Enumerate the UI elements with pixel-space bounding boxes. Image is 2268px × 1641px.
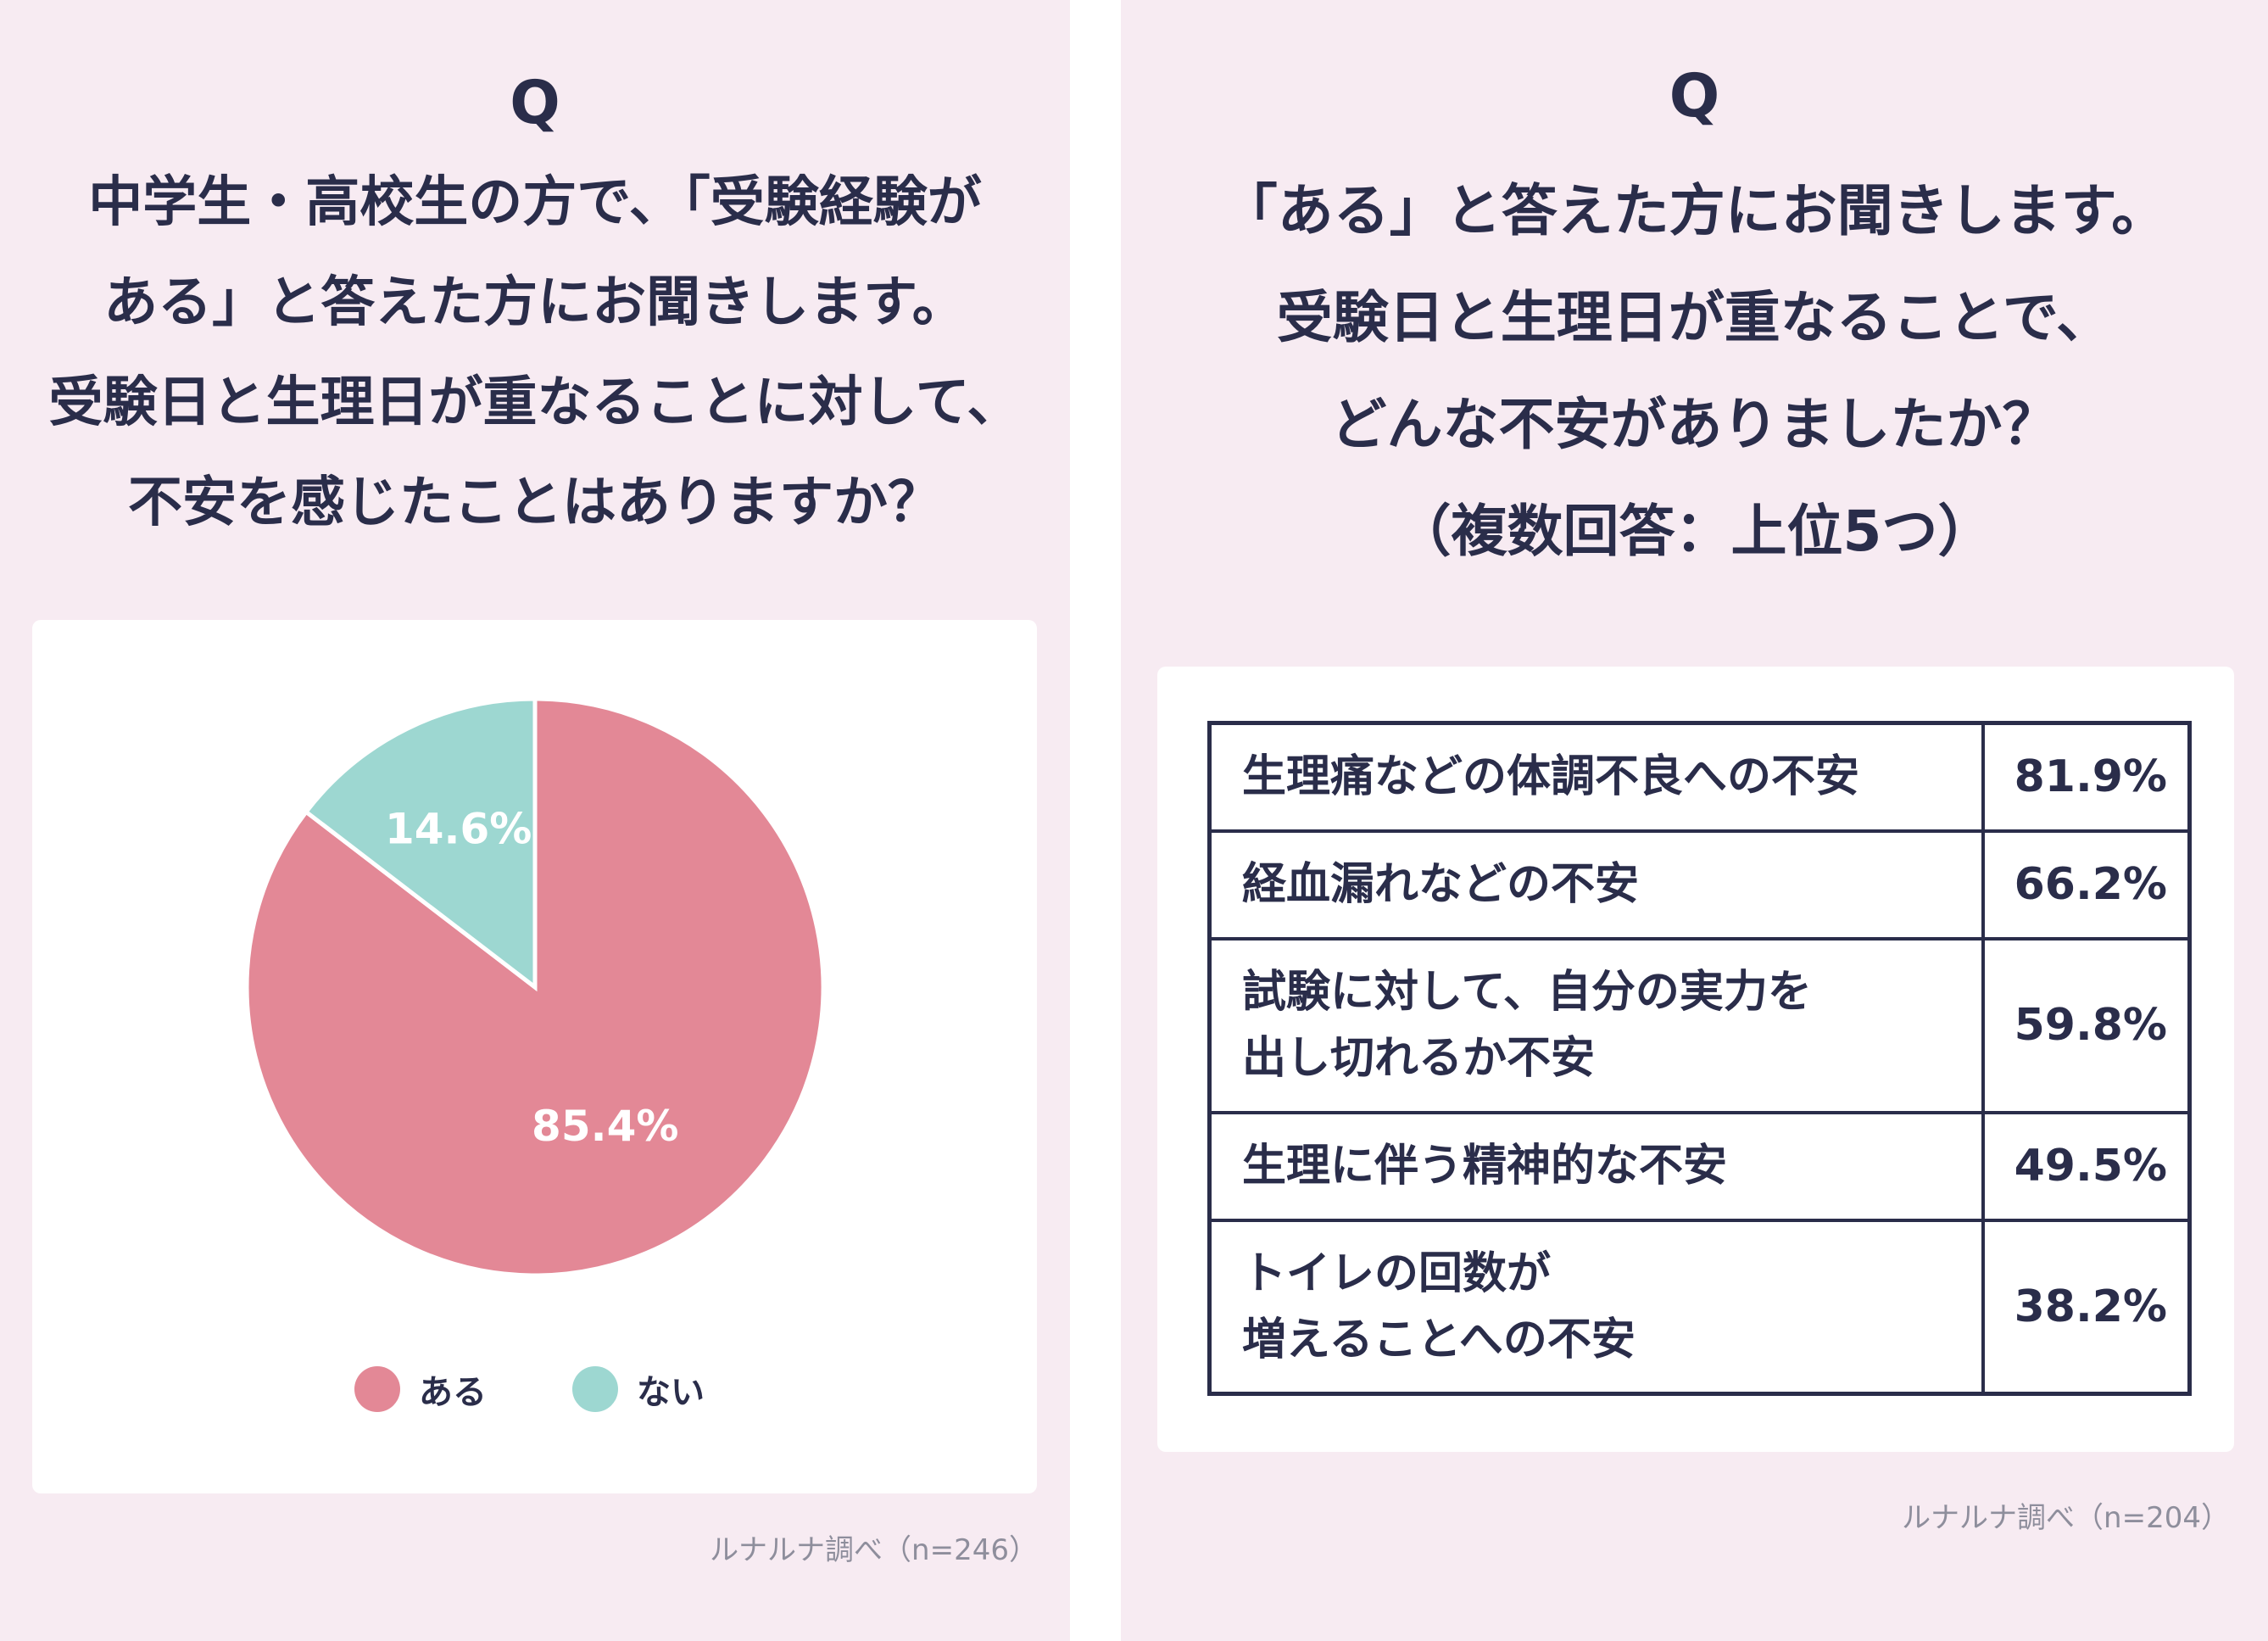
question-text: 「ある」と答えた方にお聞きします。 受験日と生理日が重なることで、 どんな不安が… <box>1121 158 2268 585</box>
legend-item-aru: ある <box>354 1364 487 1415</box>
legend-label: ない <box>637 1373 705 1412</box>
item-line: 試験に対して、自分の実力を <box>1242 967 1812 1018</box>
question-line: 受験日と生理日が重なることに対して、 <box>48 371 1022 434</box>
table-row: 生理に伴う精神的な不安 49.5% <box>1207 1110 2192 1222</box>
item-line: 生理痛などの体調不良への不安 <box>1242 751 1860 803</box>
item-cell: 経血漏れなどの不安 <box>1207 829 1985 941</box>
question-line: 「ある」と答えた方にお聞きします。 <box>1221 178 2168 243</box>
table-row: 経血漏れなどの不安 66.2% <box>1207 829 2192 941</box>
q-mark: Q <box>1669 61 1720 131</box>
left-panel: Q 中学生・高校生の方で、「受験経験が ある」と答えた方にお聞きします。 受験日… <box>0 0 1070 1641</box>
item-cell: 生理に伴う精神的な不安 <box>1207 1110 1985 1222</box>
item-line: 経血漏れなどの不安 <box>1242 859 1640 910</box>
percent-cell: 38.2% <box>1981 1218 2192 1396</box>
item-line: トイレの回数が <box>1242 1247 1552 1299</box>
table-row: 生理痛などの体調不良への不安 81.9% <box>1207 721 2192 833</box>
question-line: どんな不安がありましたか？ <box>1330 392 2059 457</box>
percent-cell: 49.5% <box>1981 1110 2192 1222</box>
legend-label: ある <box>419 1373 487 1412</box>
question-line: （複数回答：上位5つ） <box>1395 499 1994 564</box>
question-line: 受験日と生理日が重なることで、 <box>1276 285 2113 350</box>
percent-cell: 66.2% <box>1981 829 2192 941</box>
item-line: 出し切れるか不安 <box>1242 1033 1596 1084</box>
item-line: 生理に伴う精神的な不安 <box>1242 1141 1728 1192</box>
legend-item-nai: ない <box>572 1364 705 1415</box>
item-cell: 試験に対して、自分の実力を 出し切れるか不安 <box>1207 936 1985 1114</box>
chart-card <box>32 620 1037 1493</box>
legend-swatch <box>572 1366 618 1412</box>
source-note: ルナルナ調べ（n=246） <box>710 1533 1038 1567</box>
source-note: ルナルナ調べ（n=204） <box>1902 1501 2230 1535</box>
answer-table: 生理痛などの体調不良への不安 81.9% 経血漏れなどの不安 66.2% 試験に… <box>1207 721 2192 1396</box>
question-line: 不安を感じたことはありますか？ <box>128 472 942 534</box>
question-line: 中学生・高校生の方で、「受験経験が <box>88 171 982 234</box>
legend-swatch <box>354 1366 400 1412</box>
table-row: トイレの回数が 増えることへの不安 38.2% <box>1207 1218 2192 1396</box>
table-row: 試験に対して、自分の実力を 出し切れるか不安 59.8% <box>1207 936 2192 1114</box>
item-cell: 生理痛などの体調不良への不安 <box>1207 721 1985 833</box>
percent-cell: 59.8% <box>1981 936 2192 1114</box>
item-cell: トイレの回数が 増えることへの不安 <box>1207 1218 1985 1396</box>
question-text: 中学生・高校生の方で、「受験経験が ある」と答えた方にお聞きします。 受験日と生… <box>0 153 1070 553</box>
item-line: 増えることへの不安 <box>1242 1314 1636 1365</box>
question-line: ある」と答えた方にお聞きします。 <box>103 271 967 334</box>
q-mark: Q <box>510 68 560 137</box>
percent-cell: 81.9% <box>1981 721 2192 833</box>
